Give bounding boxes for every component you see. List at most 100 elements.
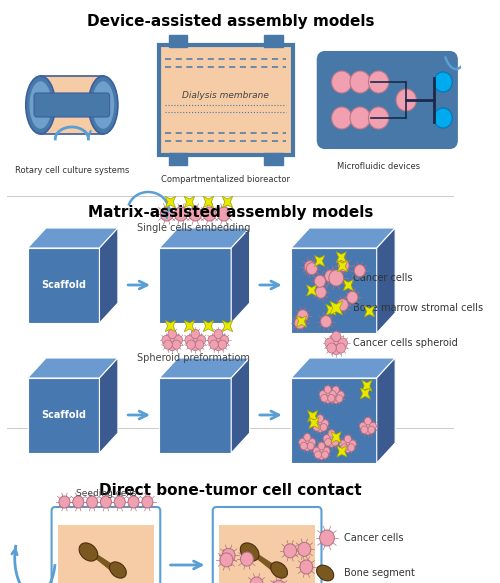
- Polygon shape: [160, 228, 250, 248]
- Circle shape: [320, 391, 326, 398]
- Ellipse shape: [92, 81, 114, 129]
- Circle shape: [222, 549, 235, 563]
- Circle shape: [332, 338, 341, 348]
- FancyBboxPatch shape: [168, 153, 187, 165]
- Circle shape: [324, 438, 332, 446]
- Circle shape: [168, 335, 176, 345]
- Polygon shape: [222, 196, 232, 208]
- Circle shape: [164, 340, 172, 349]
- Circle shape: [344, 440, 352, 448]
- Circle shape: [304, 444, 310, 451]
- Circle shape: [312, 420, 318, 427]
- Circle shape: [344, 435, 352, 442]
- Circle shape: [332, 438, 338, 446]
- Polygon shape: [364, 305, 374, 317]
- Circle shape: [272, 580, 285, 583]
- Circle shape: [396, 89, 416, 111]
- Circle shape: [325, 338, 334, 348]
- Text: Cancer cells: Cancer cells: [353, 273, 412, 283]
- FancyBboxPatch shape: [34, 93, 110, 117]
- FancyBboxPatch shape: [160, 45, 293, 155]
- Ellipse shape: [270, 562, 287, 578]
- Circle shape: [361, 426, 368, 434]
- Circle shape: [328, 430, 335, 437]
- Polygon shape: [336, 252, 346, 263]
- Polygon shape: [306, 285, 317, 296]
- Circle shape: [214, 342, 222, 350]
- Circle shape: [337, 299, 348, 311]
- Polygon shape: [231, 358, 250, 453]
- Ellipse shape: [88, 76, 118, 134]
- Text: Seeding cells: Seeding cells: [76, 489, 136, 498]
- Circle shape: [284, 544, 296, 558]
- Circle shape: [304, 261, 316, 273]
- Circle shape: [185, 335, 194, 345]
- Ellipse shape: [26, 76, 56, 134]
- Circle shape: [354, 265, 366, 277]
- Circle shape: [328, 435, 335, 442]
- Circle shape: [306, 263, 318, 275]
- Circle shape: [210, 340, 218, 349]
- Circle shape: [324, 270, 336, 282]
- Polygon shape: [308, 410, 318, 422]
- Circle shape: [220, 553, 233, 567]
- Circle shape: [347, 292, 358, 303]
- Circle shape: [336, 343, 345, 353]
- Circle shape: [329, 395, 336, 402]
- Polygon shape: [291, 358, 395, 378]
- Circle shape: [299, 438, 306, 446]
- Polygon shape: [296, 316, 306, 327]
- Text: Bone marrow stromal cells: Bone marrow stromal cells: [353, 303, 483, 313]
- Ellipse shape: [240, 543, 259, 561]
- Circle shape: [316, 415, 324, 422]
- Polygon shape: [376, 228, 395, 333]
- Circle shape: [214, 335, 222, 345]
- Circle shape: [300, 560, 312, 574]
- Circle shape: [203, 207, 216, 221]
- FancyBboxPatch shape: [58, 525, 154, 583]
- Circle shape: [329, 270, 344, 286]
- Circle shape: [328, 391, 334, 399]
- FancyBboxPatch shape: [213, 507, 322, 583]
- Circle shape: [313, 423, 320, 431]
- Circle shape: [218, 207, 230, 221]
- FancyBboxPatch shape: [168, 55, 283, 145]
- Circle shape: [323, 447, 330, 455]
- FancyBboxPatch shape: [168, 35, 187, 47]
- Circle shape: [370, 422, 376, 430]
- Circle shape: [318, 447, 325, 455]
- Circle shape: [332, 71, 352, 93]
- Text: Compartmentalized bioreactor: Compartmentalized bioreactor: [161, 175, 290, 184]
- Circle shape: [322, 420, 328, 427]
- Text: Cancer cells: Cancer cells: [344, 533, 403, 543]
- Circle shape: [321, 395, 328, 402]
- Circle shape: [168, 329, 176, 339]
- Circle shape: [350, 440, 356, 448]
- Circle shape: [316, 286, 326, 298]
- Circle shape: [191, 329, 200, 339]
- Circle shape: [322, 451, 328, 458]
- FancyBboxPatch shape: [52, 507, 160, 583]
- Text: Direct bone-tumor cell contact: Direct bone-tumor cell contact: [99, 483, 361, 498]
- Circle shape: [162, 335, 170, 345]
- Circle shape: [240, 552, 254, 566]
- Polygon shape: [165, 196, 175, 208]
- Circle shape: [172, 340, 181, 349]
- Circle shape: [187, 340, 196, 349]
- Circle shape: [114, 496, 126, 508]
- Circle shape: [368, 426, 375, 434]
- Circle shape: [168, 342, 176, 350]
- Circle shape: [340, 440, 346, 448]
- Circle shape: [328, 395, 334, 402]
- Circle shape: [304, 438, 310, 446]
- Text: Bone segment: Bone segment: [344, 568, 414, 578]
- Ellipse shape: [316, 565, 334, 581]
- Circle shape: [320, 315, 332, 328]
- Circle shape: [59, 496, 70, 508]
- Circle shape: [218, 340, 227, 349]
- Circle shape: [434, 72, 452, 92]
- Polygon shape: [184, 320, 194, 332]
- Circle shape: [350, 107, 370, 129]
- Circle shape: [304, 434, 310, 441]
- Circle shape: [73, 496, 84, 508]
